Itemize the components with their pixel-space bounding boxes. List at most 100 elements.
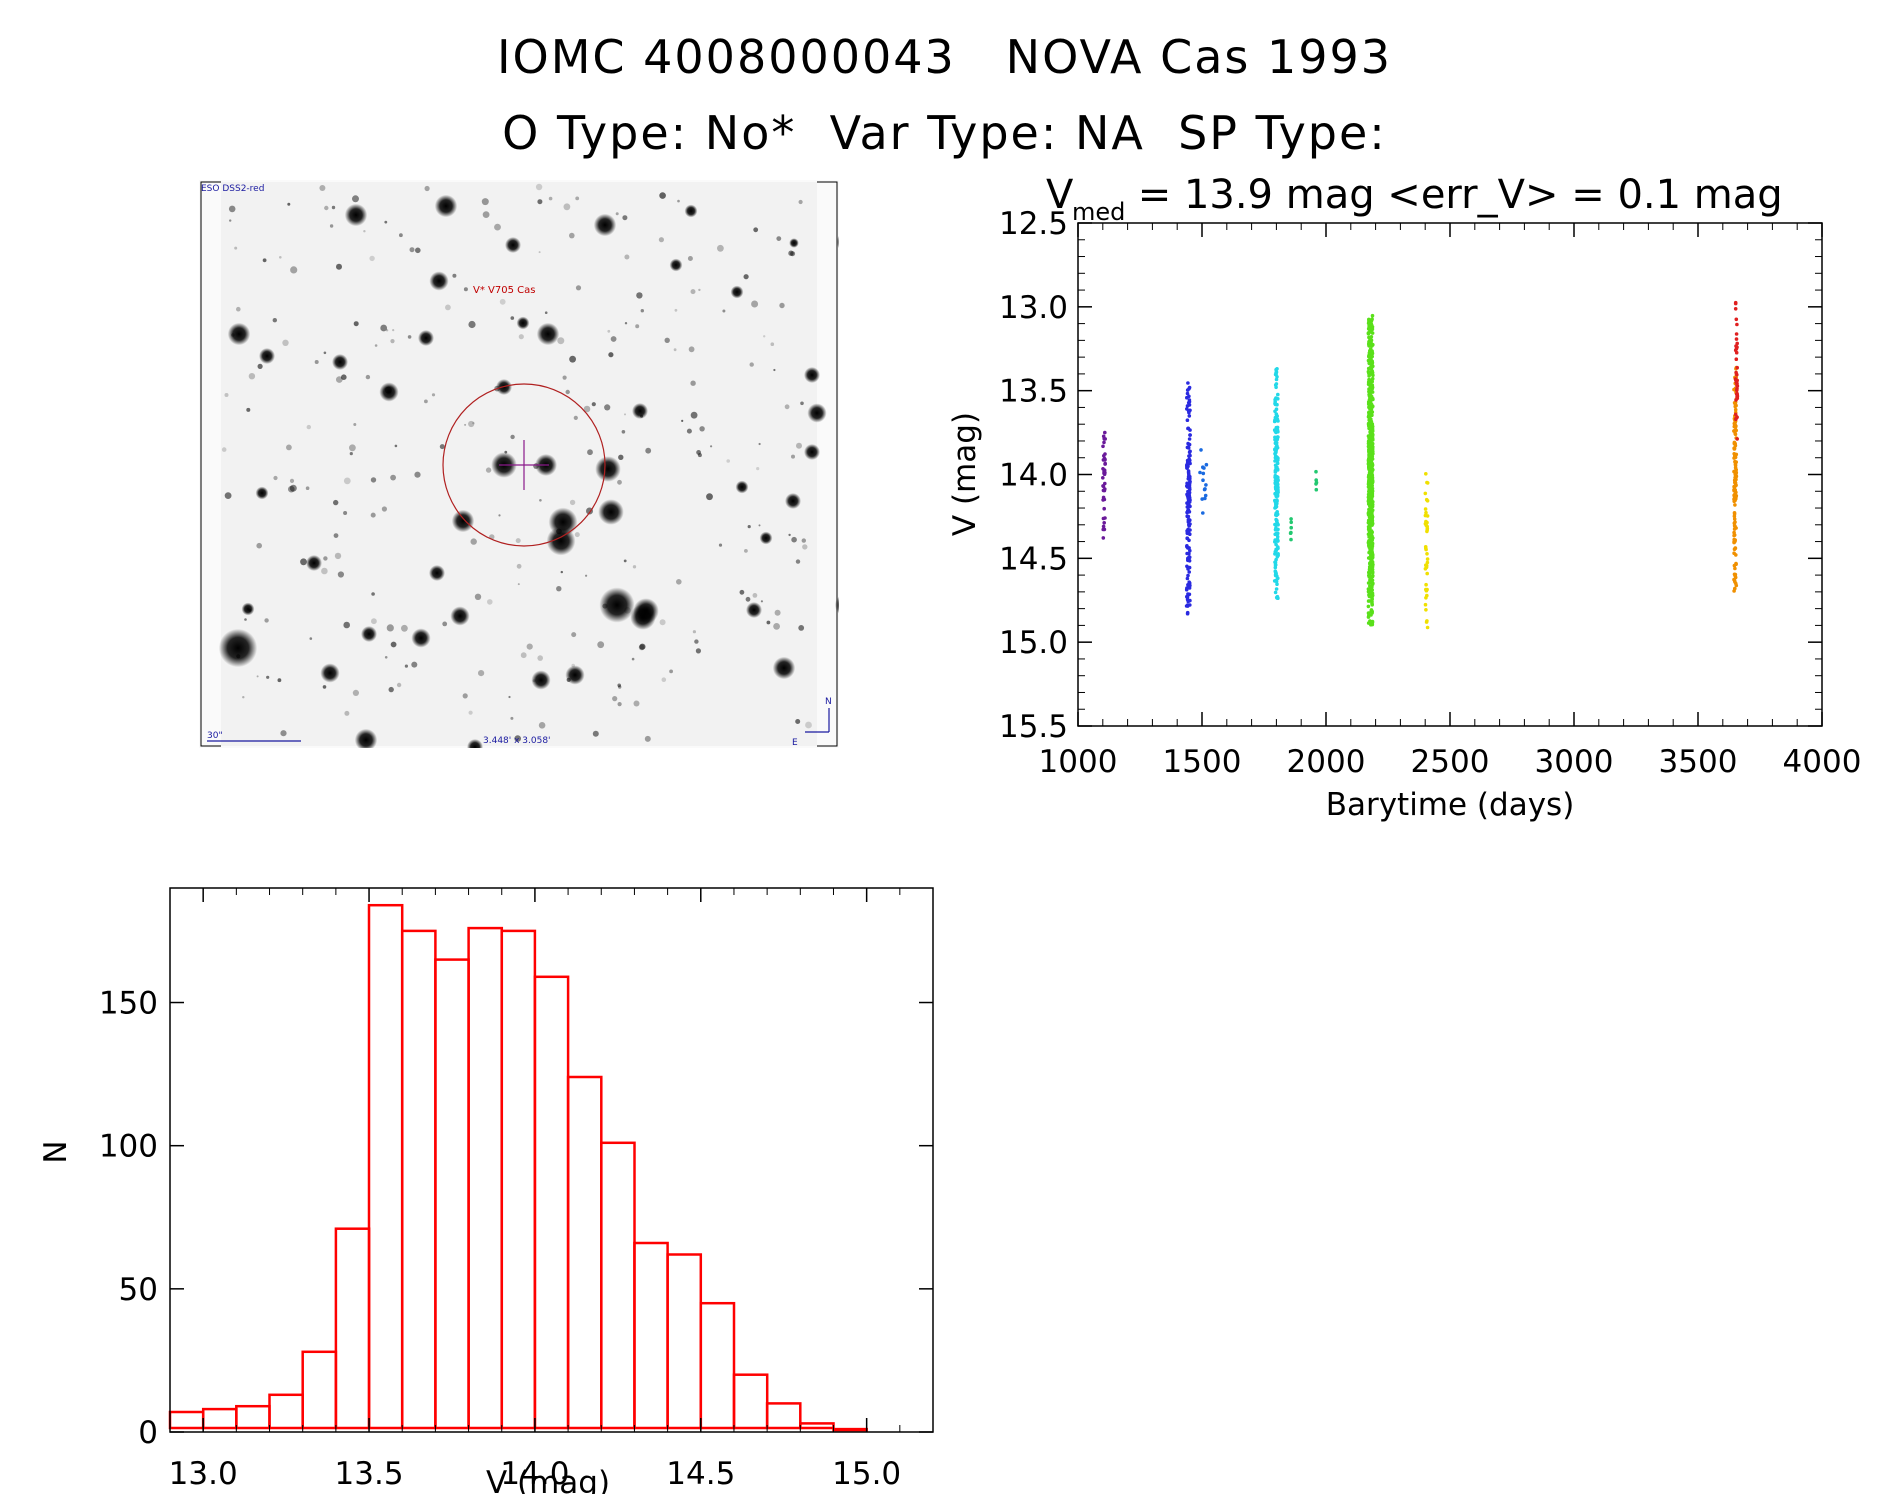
faint-star [635, 324, 640, 329]
data-point [1274, 425, 1279, 430]
data-point [1273, 441, 1278, 446]
faint-star [607, 329, 611, 333]
data-point [1424, 546, 1428, 551]
data-point [1369, 384, 1373, 389]
data-point [1185, 576, 1190, 581]
light-curve-title: V med = 13.9 mag <err_V> = 0.1 mag [1046, 172, 1783, 226]
faint-star [726, 459, 730, 463]
data-point [1185, 391, 1190, 396]
faint-star [773, 623, 780, 630]
faint-star [556, 586, 562, 592]
data-point [1733, 469, 1737, 473]
faint-star [485, 467, 492, 473]
star [450, 606, 470, 626]
faint-star [788, 533, 791, 537]
faint-star [390, 339, 395, 344]
data-point [1733, 454, 1737, 458]
data-point [1188, 458, 1192, 463]
star [746, 602, 762, 618]
y-tick-label: 50 [119, 1272, 158, 1308]
data-point [1370, 611, 1374, 615]
data-point [1735, 391, 1739, 396]
star [255, 486, 269, 500]
data-point [1423, 522, 1428, 526]
data-point [1201, 511, 1205, 515]
histogram-bar [400, 929, 437, 1430]
faint-star [747, 525, 751, 529]
data-point [1198, 470, 1202, 475]
target-circle [442, 383, 606, 547]
data-point [1371, 536, 1375, 540]
faint-star [407, 335, 412, 339]
data-point [1368, 555, 1372, 560]
data-point [1273, 505, 1278, 509]
star [467, 739, 483, 748]
faint-star [745, 596, 751, 602]
faint-star [631, 657, 635, 661]
data-point [1187, 581, 1192, 585]
data-point [1102, 440, 1106, 445]
faint-star [337, 571, 344, 578]
faint-star [515, 538, 521, 544]
faint-star [592, 730, 599, 737]
data-point [1425, 593, 1429, 598]
star [516, 316, 530, 330]
faint-star [371, 592, 375, 596]
data-point [1101, 536, 1106, 540]
faint-star [774, 609, 781, 616]
faint-star [344, 710, 350, 716]
star [759, 531, 773, 545]
data-point [1276, 546, 1280, 551]
faint-star [380, 324, 388, 332]
data-point [1274, 412, 1279, 416]
faint-star [352, 689, 359, 696]
faint-star [499, 298, 506, 305]
data-point [1734, 350, 1739, 355]
faint-star [300, 558, 307, 566]
data-point [1370, 619, 1375, 624]
faint-star [677, 199, 680, 203]
faint-star [510, 716, 514, 720]
data-point [1369, 402, 1374, 407]
faint-star [244, 618, 247, 621]
faint-star [288, 485, 295, 493]
data-point [1425, 481, 1430, 485]
star [344, 203, 368, 227]
x-tick-label: 2000 [1287, 744, 1366, 780]
data-point [1423, 567, 1428, 571]
data-point [1274, 538, 1279, 542]
data-point [1186, 489, 1190, 494]
star [632, 403, 648, 419]
star [730, 285, 744, 299]
data-point [1187, 409, 1191, 413]
star [789, 238, 799, 248]
data-point [1735, 365, 1739, 370]
faint-star [385, 329, 389, 332]
faint-star [229, 219, 232, 222]
faint-star [669, 669, 673, 674]
data-point [1367, 520, 1371, 524]
data-point [1732, 533, 1737, 537]
star [218, 628, 258, 668]
histogram-bar [334, 1227, 371, 1430]
target-label: V* V705 Cas [473, 285, 535, 296]
faint-star [710, 445, 713, 448]
data-point [1370, 467, 1374, 472]
data-point [1369, 564, 1373, 569]
faint-star [718, 543, 723, 547]
y-tick-label: 13.0 [999, 290, 1068, 326]
faint-star [744, 549, 748, 553]
faint-star [474, 593, 482, 600]
data-point [1370, 390, 1375, 394]
y-tick-label: 12.5 [999, 206, 1068, 242]
faint-star [690, 380, 696, 386]
faint-star [343, 477, 351, 485]
faint-star [257, 363, 263, 369]
data-point [1186, 599, 1190, 604]
faint-star [324, 205, 329, 211]
histogram-axes: 13.0 13.5 14.0 14.5 15.0 0 50 100 150 [99, 888, 934, 1492]
star [598, 499, 624, 525]
faint-star [618, 685, 622, 689]
faint-star [544, 311, 548, 314]
faint-star [674, 308, 678, 312]
